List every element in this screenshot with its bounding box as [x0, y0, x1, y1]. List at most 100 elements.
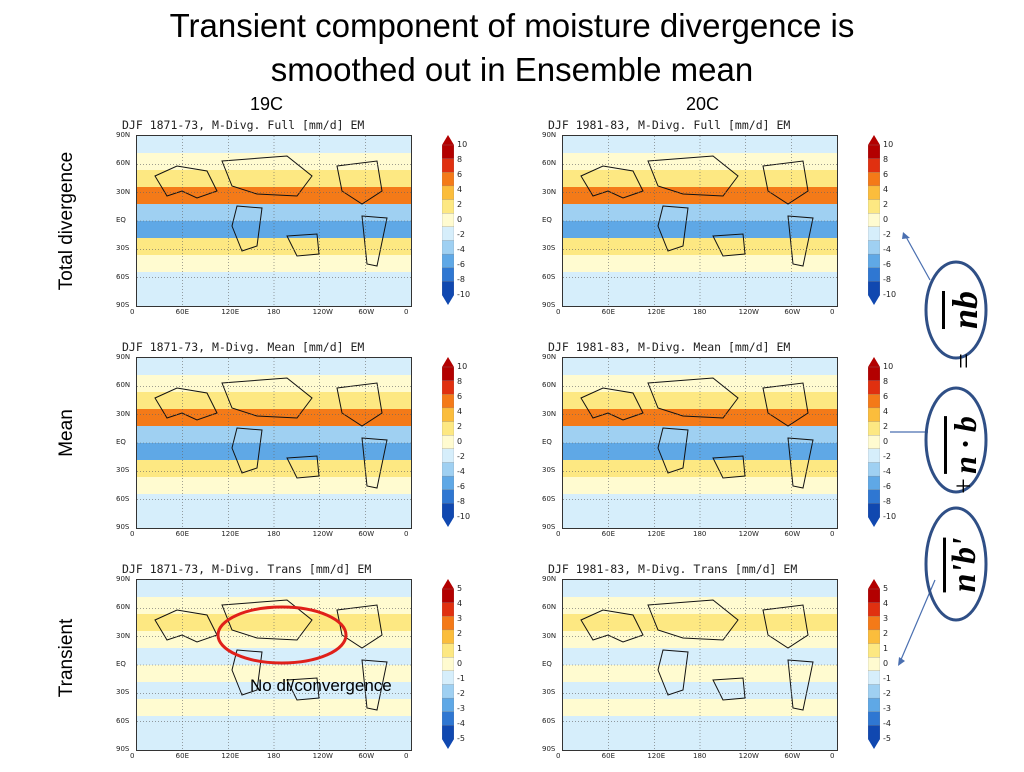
lon-tick-label: 0: [130, 308, 135, 316]
map-field: [562, 357, 838, 529]
lon-tick-label: 60E: [175, 752, 189, 760]
map-panel-title: DJF 1871-73, M-Divg. Full [mm/d] EM: [122, 118, 365, 132]
lon-tick-label: 120W: [738, 530, 759, 538]
colorbar-tick-label: 6: [883, 392, 889, 401]
colorbar-tick-label: -4: [883, 719, 891, 728]
lat-tick-label: 60N: [116, 159, 131, 168]
column-header-20c: 20C: [686, 94, 720, 114]
colorbar-tick-label: -4: [457, 467, 465, 476]
colorbar-tick-label: -6: [883, 260, 891, 269]
colorbar-tick-label: -8: [457, 275, 465, 284]
colorbar-tick-label: 10: [883, 362, 894, 371]
lon-tick-label: 120E: [647, 752, 666, 760]
lat-tick-label: 30S: [542, 466, 556, 475]
colorbar-tick-label: 1: [883, 644, 889, 653]
lat-tick-label: 60N: [542, 159, 557, 168]
lon-tick-label: 180: [267, 752, 281, 760]
colorbar-tick-label: 10: [457, 362, 468, 371]
lat-tick-label: EQ: [116, 438, 126, 446]
colorbar-tick-label: 4: [457, 407, 463, 416]
lat-tick-label: 60S: [542, 272, 556, 281]
lon-tick-label: 0: [830, 530, 835, 538]
lat-tick-label: 30S: [116, 466, 130, 475]
colorbar-tick-label: 2: [883, 629, 889, 638]
colorbar-tick-label: -2: [457, 230, 465, 239]
lon-tick-label: 0: [404, 308, 409, 316]
lat-tick-label: 90S: [542, 523, 556, 531]
lat-tick-label: 30N: [116, 187, 131, 196]
row-label-transient: Transient: [56, 618, 77, 698]
colorbar-tick-label: 4: [883, 185, 889, 194]
equation-plus: +: [949, 478, 980, 494]
lon-tick-label: 180: [267, 308, 281, 316]
colorbar-tick-label: -4: [457, 245, 465, 254]
lat-tick-label: 90N: [116, 131, 131, 139]
colorbar-tick-label: -1: [883, 674, 891, 683]
colorbar-tick-label: 6: [883, 170, 889, 179]
lon-tick-label: 60W: [358, 308, 375, 316]
lon-tick-label: 60E: [601, 752, 615, 760]
colorbar-tick-label: 0: [883, 215, 889, 224]
colorbar: [868, 579, 880, 749]
lon-tick-label: 0: [404, 530, 409, 538]
map-panel: DJF 1981-83, M-Divg. Trans [mm/d] EM 90N…: [538, 562, 891, 772]
map-panel-title: DJF 1981-83, M-Divg. Trans [mm/d] EM: [548, 562, 798, 576]
lat-tick-label: 60N: [542, 381, 557, 390]
map-field: [562, 135, 838, 307]
lat-tick-label: 60S: [116, 494, 130, 503]
lon-tick-label: 60W: [784, 530, 801, 538]
colorbar-tick-label: -6: [883, 482, 891, 491]
colorbar-tick-label: -2: [457, 689, 465, 698]
annotation-no-convergence: No di/convergence: [250, 676, 392, 695]
title-line-2: smoothed out in Ensemble mean: [270, 51, 754, 88]
colorbar-tick-label: 5: [883, 584, 889, 593]
lon-tick-label: 120W: [738, 752, 759, 760]
colorbar: [442, 357, 454, 527]
colorbar-tick-label: 2: [883, 422, 889, 431]
lon-tick-label: 60E: [601, 530, 615, 538]
lon-tick-label: 180: [693, 752, 707, 760]
colorbar-tick-label: 6: [457, 170, 463, 179]
map-panel: DJF 1981-83, M-Divg. Mean [mm/d] EM 90N 6…: [538, 340, 896, 550]
equation-transient-term: n'b': [946, 537, 983, 593]
lat-tick-label: 30N: [542, 187, 557, 196]
lat-tick-label: 90N: [542, 353, 557, 361]
colorbar-tick-label: -2: [883, 689, 891, 698]
lon-tick-label: 120W: [738, 308, 759, 316]
map-panel: DJF 1871-73, M-Divg. Mean [mm/d] EM 90N 6…: [112, 340, 470, 550]
colorbar: [868, 357, 880, 527]
colorbar-tick-label: -10: [457, 290, 471, 299]
lat-tick-label: 60S: [542, 494, 556, 503]
colorbar-tick-label: 0: [883, 659, 889, 668]
map-panel-title: DJF 1871-73, M-Divg. Trans [mm/d] EM: [122, 562, 372, 576]
lon-tick-label: 120E: [221, 530, 240, 538]
map-panel: DJF 1871-73, M-Divg. Full [mm/d] EM 90N 6…: [112, 118, 470, 328]
lat-tick-label: 60N: [542, 603, 557, 612]
lat-tick-label: EQ: [542, 438, 552, 446]
colorbar-tick-label: 8: [883, 155, 889, 164]
colorbar-tick-label: 0: [883, 437, 889, 446]
lon-tick-label: 60E: [175, 308, 189, 316]
colorbar-tick-label: 2: [457, 422, 463, 431]
colorbar-tick-label: -2: [883, 230, 891, 239]
map-panel-title: DJF 1981-83, M-Divg. Full [mm/d] EM: [548, 118, 791, 132]
colorbar-tick-label: 10: [457, 140, 468, 149]
lon-tick-label: 180: [267, 530, 281, 538]
row-label-mean: Mean: [56, 409, 77, 457]
colorbar-tick-label: -4: [883, 467, 891, 476]
lon-tick-label: 0: [830, 752, 835, 760]
lon-tick-label: 180: [693, 308, 707, 316]
lon-tick-label: 0: [404, 752, 409, 760]
colorbar-tick-label: -5: [457, 734, 465, 743]
lat-tick-label: EQ: [542, 660, 552, 668]
colorbar-tick-label: -4: [883, 245, 891, 254]
colorbar-tick-label: 2: [883, 200, 889, 209]
lat-tick-label: EQ: [542, 216, 552, 224]
lon-tick-label: 60E: [601, 308, 615, 316]
lon-tick-label: 120E: [221, 752, 240, 760]
colorbar-tick-label: -2: [457, 452, 465, 461]
lat-tick-label: 90N: [116, 575, 131, 583]
colorbar-tick-label: 2: [457, 629, 463, 638]
lat-tick-label: EQ: [116, 216, 126, 224]
colorbar-tick-label: -8: [883, 497, 891, 506]
